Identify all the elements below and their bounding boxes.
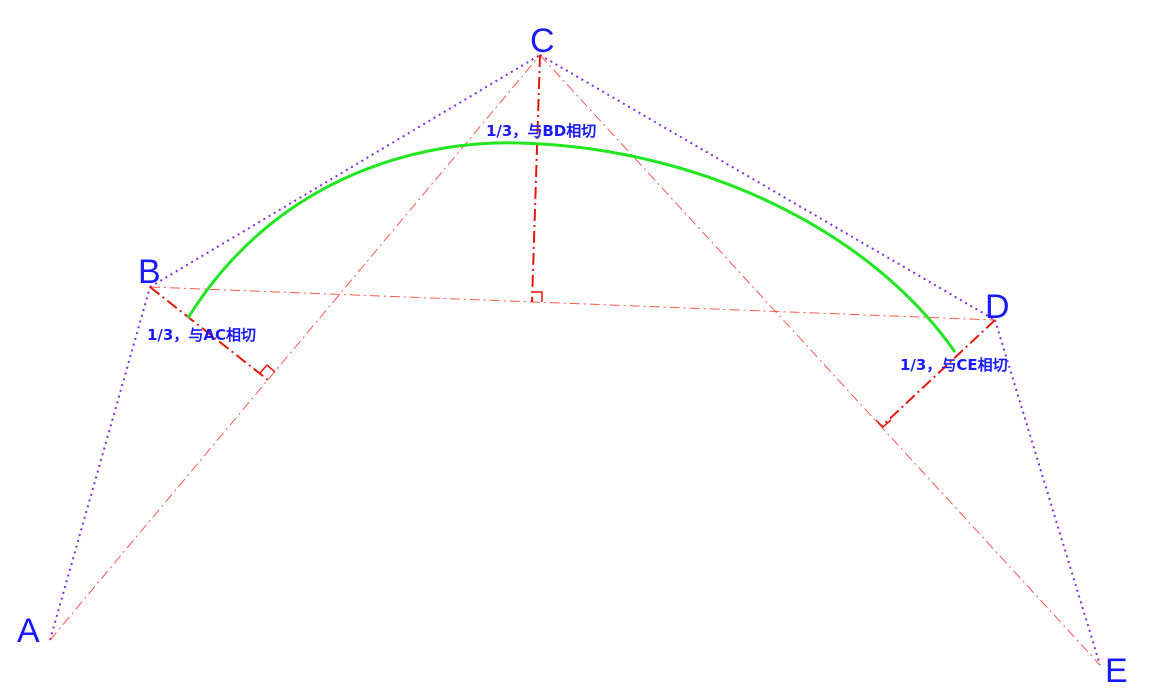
segment-cd [539, 54, 996, 321]
point-labels: A B C D E [17, 22, 1128, 690]
control-polyline [49, 54, 1101, 666]
perp-b-to-ac [149, 286, 269, 381]
chord-ac [49, 54, 541, 641]
segment-de [994, 319, 1101, 666]
chord-ce [539, 54, 1101, 666]
perp-c-to-bd [531, 54, 541, 303]
point-label-d: D [985, 288, 1010, 326]
right-angle-marker-left [259, 363, 276, 374]
segment-bc [149, 54, 541, 288]
point-label-a: A [17, 612, 40, 650]
annotation-right: 1/3，与CE相切 [900, 356, 1008, 374]
chord-bd [149, 286, 996, 321]
construction-lines [49, 54, 1101, 666]
right-angle-markers [259, 291, 892, 429]
annotation-left: 1/3，与AC相切 [147, 326, 256, 344]
perpendicular-lines [149, 54, 996, 427]
annotation-top: 1/3，与BD相切 [486, 122, 596, 140]
point-label-c: C [530, 22, 555, 60]
point-label-e: E [1105, 652, 1128, 690]
right-angle-marker-right [875, 419, 892, 429]
segment-ab [49, 286, 151, 641]
annotations: 1/3，与AC相切 1/3，与BD相切 1/3，与CE相切 [147, 122, 1008, 374]
point-label-b: B [138, 253, 161, 291]
right-angle-marker-top [532, 291, 543, 302]
tangent-curve [186, 141, 957, 353]
perp-d-to-ce [881, 319, 996, 427]
